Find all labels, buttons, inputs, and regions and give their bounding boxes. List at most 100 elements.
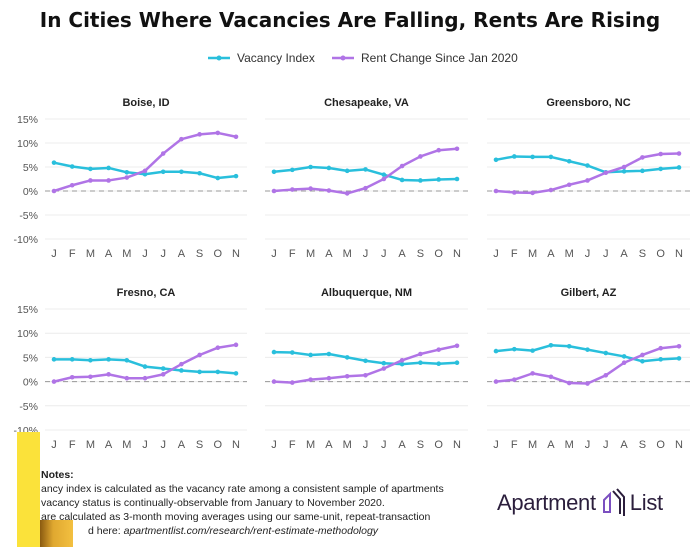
x-tick-label: J xyxy=(381,248,387,260)
x-tick-label: A xyxy=(620,439,628,451)
data-point xyxy=(512,154,517,159)
x-tick-label: A xyxy=(105,439,113,451)
data-point xyxy=(530,154,535,160)
data-point xyxy=(197,170,202,176)
data-point xyxy=(88,178,93,183)
data-point xyxy=(493,157,499,163)
data-point xyxy=(454,176,460,182)
data-point xyxy=(271,169,277,175)
data-point xyxy=(381,366,387,371)
data-point xyxy=(106,178,111,183)
x-tick-label: M xyxy=(565,439,574,451)
data-point xyxy=(640,352,645,358)
x-tick-label: S xyxy=(639,439,646,451)
x-tick-label: N xyxy=(675,248,683,260)
x-tick-label: J xyxy=(363,248,369,260)
data-point xyxy=(363,358,368,364)
legend-label: Rent Change Since Jan 2020 xyxy=(361,51,518,65)
data-point xyxy=(381,172,387,177)
data-point xyxy=(179,169,184,175)
data-point xyxy=(640,358,645,364)
data-point xyxy=(160,169,166,175)
y-tick-label: 0% xyxy=(23,377,38,389)
data-point xyxy=(399,361,405,367)
data-point xyxy=(271,379,277,384)
data-point xyxy=(290,350,295,355)
x-tick-label: A xyxy=(178,248,186,260)
y-tick-label: 5% xyxy=(23,352,38,364)
x-tick-label: J xyxy=(142,248,148,260)
x-tick-label: J xyxy=(271,439,277,451)
occluding-block xyxy=(17,432,40,547)
x-tick-label: O xyxy=(214,439,223,451)
data-point xyxy=(512,346,517,352)
data-point xyxy=(88,358,93,363)
legend-label: Vacancy Index xyxy=(237,51,315,65)
x-tick-label: J xyxy=(51,248,57,260)
panel-title: Fresno, CA xyxy=(117,287,176,299)
x-tick-label: A xyxy=(325,248,333,260)
x-tick-label: J xyxy=(51,439,57,451)
data-point xyxy=(585,381,590,386)
data-point xyxy=(548,187,554,193)
data-point xyxy=(326,351,332,357)
chart-title: In Cities Where Vacancies Are Falling, R… xyxy=(40,8,661,32)
data-point xyxy=(197,132,202,137)
x-tick-label: S xyxy=(196,439,203,451)
data-point xyxy=(69,164,75,169)
data-point xyxy=(124,169,130,175)
data-point xyxy=(585,347,590,352)
x-tick-label: M xyxy=(565,248,574,260)
data-point xyxy=(106,372,111,377)
data-point xyxy=(142,168,148,174)
data-point xyxy=(51,188,57,194)
data-point xyxy=(88,166,93,172)
methodology-link[interactable]: apartmentlist.com/research/rent-estimate… xyxy=(123,525,379,537)
data-point xyxy=(197,352,202,358)
data-point xyxy=(363,185,368,191)
data-point xyxy=(69,374,75,380)
data-point xyxy=(290,380,295,385)
x-tick-label: M xyxy=(122,439,131,451)
x-tick-label: N xyxy=(232,439,240,451)
data-point xyxy=(308,352,313,358)
x-tick-label: J xyxy=(603,439,609,451)
data-point xyxy=(363,167,368,172)
data-point xyxy=(233,173,239,179)
data-point xyxy=(585,178,590,183)
y-tick-label: 0% xyxy=(23,186,38,198)
data-point xyxy=(640,168,645,174)
x-tick-label: J xyxy=(493,248,499,260)
data-point xyxy=(160,372,166,377)
data-point xyxy=(344,191,350,196)
data-point xyxy=(566,158,572,164)
data-point xyxy=(399,358,405,363)
data-point xyxy=(233,342,239,348)
data-point xyxy=(271,349,277,355)
x-tick-label: N xyxy=(453,439,461,451)
data-point xyxy=(399,177,405,183)
notes-line: ancy index is calculated as the vacancy … xyxy=(41,483,444,495)
data-point xyxy=(603,373,609,378)
x-tick-label: A xyxy=(620,248,628,260)
data-point xyxy=(326,188,332,193)
data-point xyxy=(106,357,111,362)
data-point xyxy=(124,375,130,381)
data-point xyxy=(548,343,554,348)
x-tick-label: A xyxy=(105,248,113,260)
apartment-list-logo: Apartment List xyxy=(497,488,663,518)
data-point xyxy=(142,375,148,381)
data-point xyxy=(418,178,423,183)
data-point xyxy=(233,134,239,140)
occluding-block xyxy=(40,520,73,547)
x-tick-label: F xyxy=(69,439,76,451)
data-point xyxy=(215,369,221,375)
data-point xyxy=(493,379,499,384)
panel-title: Greensboro, NC xyxy=(546,97,630,109)
data-point xyxy=(454,343,460,349)
y-tick-label: 10% xyxy=(17,328,38,340)
x-tick-label: J xyxy=(363,439,369,451)
data-point xyxy=(530,371,535,376)
notes-line4-prefix: d here: xyxy=(88,525,124,537)
data-point xyxy=(124,175,130,180)
